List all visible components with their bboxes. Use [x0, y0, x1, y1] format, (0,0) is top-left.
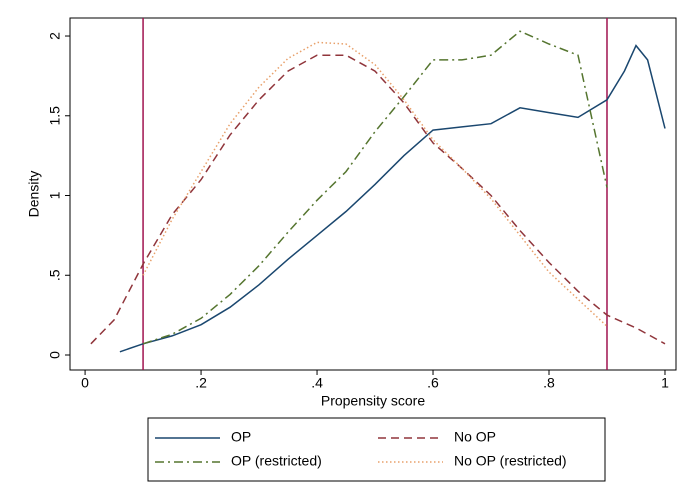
legend-box — [147, 417, 606, 482]
legend-label: OP (restricted) — [231, 453, 322, 469]
x-tick-label: .2 — [195, 375, 207, 391]
y-tick-label: 0 — [47, 351, 63, 359]
legend-label: OP — [231, 429, 251, 445]
x-axis-label: Propensity score — [321, 393, 425, 409]
density-line — [90, 54, 666, 345]
x-tick-label: 0 — [81, 375, 89, 391]
y-tick-label: .5 — [47, 269, 63, 281]
legend-label: No OP (restricted) — [454, 453, 567, 469]
x-tick-label: .8 — [543, 375, 555, 391]
density-line — [119, 44, 666, 353]
plot-area — [69, 17, 677, 371]
x-tick-label: 1 — [661, 375, 669, 391]
y-tick-label: 1.5 — [47, 106, 63, 126]
x-tick-label: .6 — [427, 375, 439, 391]
y-axis-label: Density — [26, 171, 42, 218]
density-line — [142, 41, 608, 327]
y-tick-label: 1 — [47, 191, 63, 199]
density-line — [142, 30, 608, 345]
y-tick-label: 2 — [47, 32, 63, 40]
x-tick-label: .4 — [311, 375, 323, 391]
legend-label: No OP — [454, 429, 496, 445]
